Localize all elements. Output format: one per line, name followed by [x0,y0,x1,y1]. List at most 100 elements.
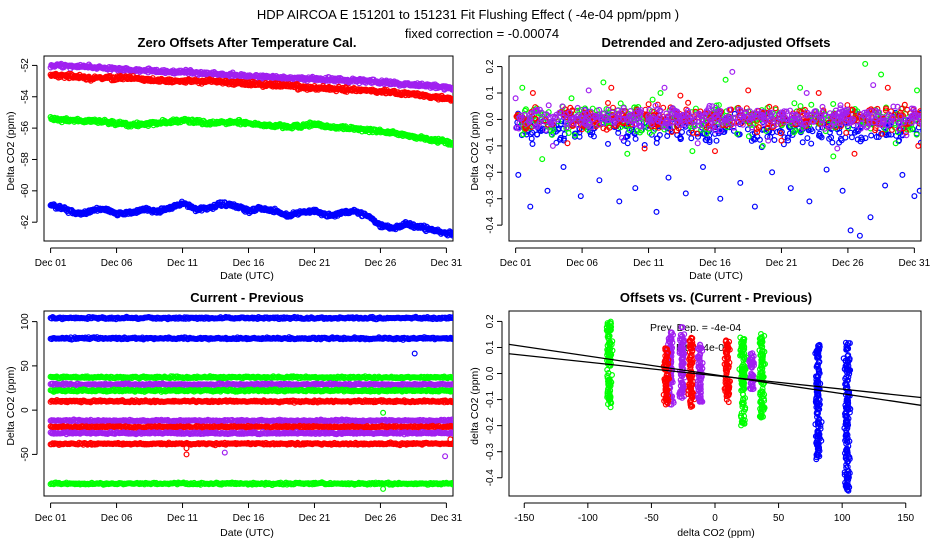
data-point [923,112,928,117]
data-point [908,105,915,112]
y-tick-label: -52 [20,58,31,73]
data-point [919,123,921,129]
data-point [869,113,876,120]
data-point [803,112,810,119]
data-point [455,234,460,239]
y-tick-label: -0.1 [485,137,496,155]
outlier-point [729,68,736,75]
x-tick-label: Dec 01 [500,258,532,269]
data-point [804,135,811,142]
outlier-point [722,76,729,83]
data-point [856,110,863,117]
data-point [615,115,622,122]
data-point [784,134,791,141]
data-point [457,86,462,91]
outlier-point [903,132,910,139]
x-tick-label: Dec 16 [233,513,265,524]
series-purple [47,60,462,93]
data-point [596,106,603,113]
data-point [455,99,460,104]
data-point [605,106,612,113]
data-point [545,102,552,109]
figure-title: HDP AIRCOA E 151201 to 151231 Fit Flushi… [257,7,679,22]
data-point [716,109,723,116]
data-point [678,129,685,136]
series-purple [512,68,928,152]
data-point [452,97,453,103]
data-point [664,117,671,124]
data-point [669,105,676,112]
data-point [810,118,817,125]
data-point [832,107,839,114]
data-point [450,96,453,103]
data-point [857,138,864,145]
panel-title: Zero Offsets After Temperature Cal. [138,35,357,50]
data-point [868,132,875,139]
data-point [456,86,461,91]
data-point [599,110,606,117]
x-axis-label: Date (UTC) [220,270,274,282]
data-point [604,140,611,147]
data-point [516,120,523,127]
data-point [888,126,895,133]
series-blue-high [47,313,453,323]
data-point [457,337,462,342]
data-point [455,84,460,89]
data-point [553,111,560,118]
data-point [777,109,784,116]
outlier-point [641,145,648,152]
figure-subtitle: fixed correction = -0.00074 [405,26,559,41]
y-tick-label: 50 [20,360,31,372]
data-point [586,120,593,127]
data-point [717,127,724,134]
x-tick-label: Dec 06 [101,513,133,524]
data-point [624,133,631,140]
data-point [689,117,696,124]
outlier-point [769,169,776,176]
data-point [884,121,891,128]
y-tick-label: -0.4 [485,216,496,234]
data-point [791,129,798,136]
data-point [587,131,594,138]
data-point [838,137,845,144]
outlier-point [618,134,625,141]
panel-zero-offsets: Zero Offsets After Temperature Cal. Date… [5,35,463,282]
data-point [819,103,826,110]
data-point [666,124,673,131]
data-point [837,102,844,109]
data-point [617,100,624,107]
data-point [575,122,582,129]
data-point [529,129,536,136]
data-point [451,315,453,321]
data-point [748,137,755,144]
points-layer [47,60,462,239]
data-point [663,110,670,117]
data-point [455,87,460,92]
data-point [688,135,695,142]
data-point [777,130,784,137]
data-point [548,121,555,128]
series-blue [47,198,460,239]
data-point [783,116,790,123]
series-blue-mid [47,334,462,343]
data-point [455,143,460,148]
data-point [701,111,708,118]
data-point [746,108,753,115]
data-point [450,335,453,342]
data-point [726,115,733,122]
data-point [733,119,740,126]
data-point [836,129,843,136]
outlier-point [787,185,794,192]
x-tick-label: Dec 06 [566,258,598,269]
y-tick-label: 0.2 [485,59,496,73]
y-axis-label: Delta CO2 (ppm) [469,111,481,190]
data-point [768,113,775,120]
outlier-point [616,198,623,205]
data-point [880,117,887,124]
x-tick-label: Dec 26 [365,513,397,524]
data-point [452,87,453,91]
data-point [532,123,539,130]
data-point [455,142,460,147]
y-tick-label: -60 [20,183,31,198]
